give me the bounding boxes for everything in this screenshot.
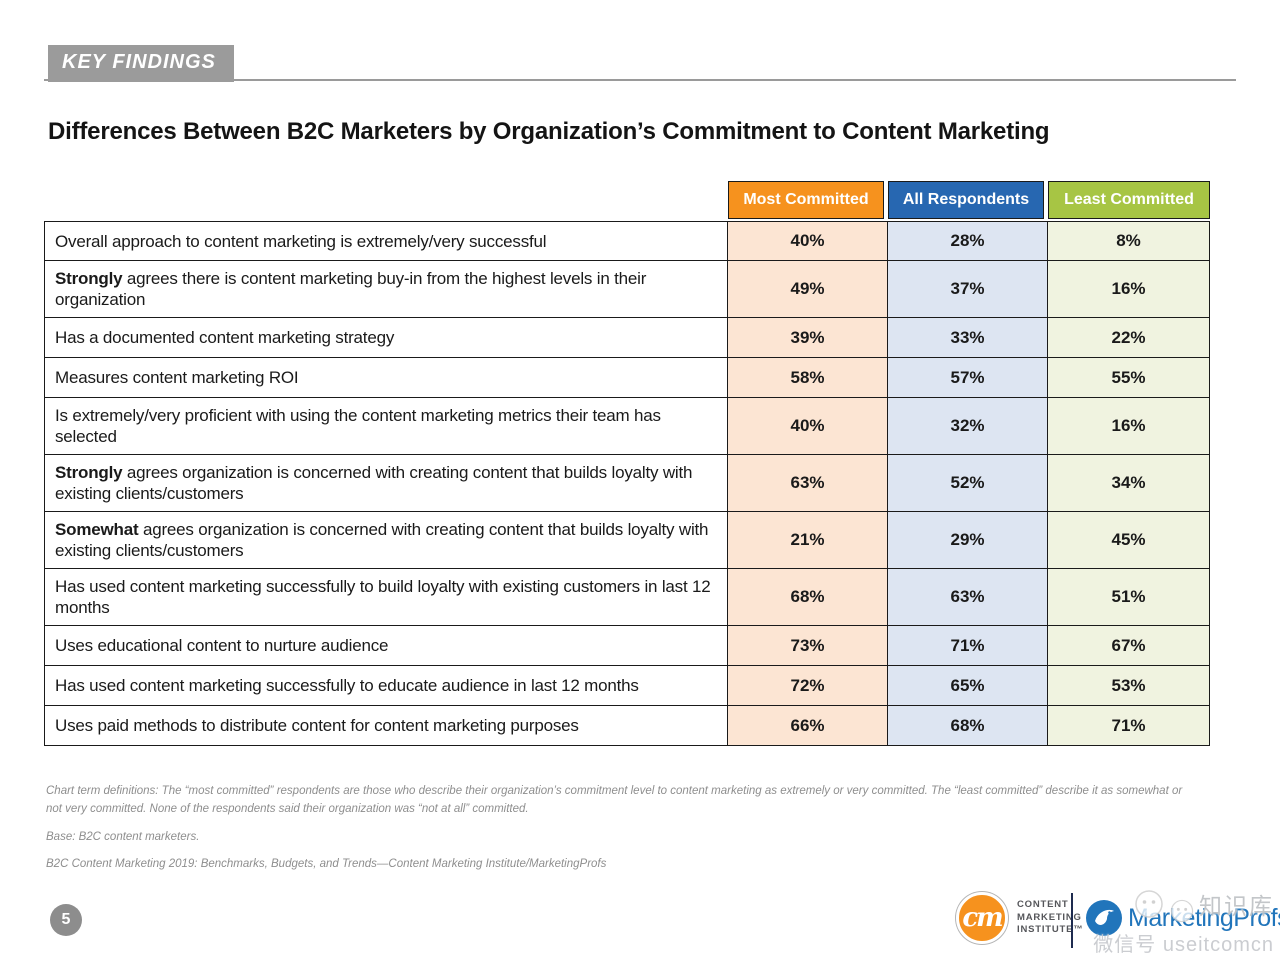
table-row: Uses educational content to nurture audi… <box>44 626 1210 666</box>
page-title: Differences Between B2C Marketers by Org… <box>48 118 1050 145</box>
value-most-committed: 40% <box>728 398 888 455</box>
row-label: Uses paid methods to distribute content … <box>44 706 728 746</box>
label-text: Measures content marketing ROI <box>55 368 299 387</box>
row-label: Measures content marketing ROI <box>44 358 728 398</box>
value-least-committed: 16% <box>1048 398 1210 455</box>
label-text: Uses paid methods to distribute content … <box>55 716 579 735</box>
column-header-all-respondents: All Respondents <box>888 181 1048 221</box>
row-label: Uses educational content to nurture audi… <box>44 626 728 666</box>
table-row: Somewhat agrees organization is concerne… <box>44 512 1210 569</box>
label-text: Is extremely/very proficient with using … <box>55 406 661 446</box>
table-row: Measures content marketing ROI 58% 57% 5… <box>44 358 1210 398</box>
value-most-committed: 73% <box>728 626 888 666</box>
value-least-committed: 53% <box>1048 666 1210 706</box>
value-all-respondents: 37% <box>888 261 1048 318</box>
marketingprofs-logo: MarketingProfs <box>1086 900 1280 936</box>
table-body: Overall approach to content marketing is… <box>44 221 1210 746</box>
row-label: Has a documented content marketing strat… <box>44 318 728 358</box>
cmi-monogram-icon: cm <box>956 892 1008 944</box>
row-label: Overall approach to content marketing is… <box>44 221 728 261</box>
value-least-committed: 8% <box>1048 221 1210 261</box>
value-all-respondents: 68% <box>888 706 1048 746</box>
value-most-committed: 66% <box>728 706 888 746</box>
cmi-logo-line3: INSTITUTE™ <box>1017 924 1084 936</box>
value-all-respondents: 52% <box>888 455 1048 512</box>
logo-divider <box>1071 893 1073 948</box>
label-bold-prefix: Strongly <box>55 463 123 482</box>
row-label: Strongly agrees organization is concerne… <box>44 455 728 512</box>
value-most-committed: 49% <box>728 261 888 318</box>
column-header-most-committed: Most Committed <box>728 181 888 221</box>
table-row: Has a documented content marketing strat… <box>44 318 1210 358</box>
label-text: Has a documented content marketing strat… <box>55 328 395 347</box>
header-divider <box>44 79 1236 81</box>
footnote-base: Base: B2C content marketers. <box>46 830 200 843</box>
value-all-respondents: 32% <box>888 398 1048 455</box>
cmi-logo-line1: CONTENT <box>1017 898 1069 910</box>
value-most-committed: 40% <box>728 221 888 261</box>
footnotes: Chart term definitions: The “most commit… <box>46 782 1191 874</box>
label-text: Overall approach to content marketing is… <box>55 231 547 251</box>
value-most-committed: 21% <box>728 512 888 569</box>
value-least-committed: 34% <box>1048 455 1210 512</box>
label-bold-prefix: Strongly <box>55 269 123 288</box>
label-text: agrees organization is concerned with cr… <box>55 520 709 560</box>
marketingprofs-wordmark: MarketingProfs <box>1128 903 1280 932</box>
table-row: Is extremely/very proficient with using … <box>44 398 1210 455</box>
table-row: Uses paid methods to distribute content … <box>44 706 1210 746</box>
data-table: Most Committed All Respondents Least Com… <box>44 181 1210 746</box>
header-spacer <box>44 181 728 221</box>
row-label: Somewhat agrees organization is concerne… <box>44 512 728 569</box>
label-bold-prefix: Somewhat <box>55 520 139 539</box>
value-least-committed: 71% <box>1048 706 1210 746</box>
value-least-committed: 67% <box>1048 626 1210 666</box>
value-most-committed: 72% <box>728 666 888 706</box>
value-least-committed: 22% <box>1048 318 1210 358</box>
value-all-respondents: 33% <box>888 318 1048 358</box>
value-all-respondents: 63% <box>888 569 1048 626</box>
row-label: Has used content marketing successfully … <box>44 666 728 706</box>
cmi-logo-line2: MARKETING <box>1017 911 1082 923</box>
bird-icon <box>1086 900 1122 936</box>
value-most-committed: 39% <box>728 318 888 358</box>
value-all-respondents: 57% <box>888 358 1048 398</box>
value-all-respondents: 71% <box>888 626 1048 666</box>
table-header-row: Most Committed All Respondents Least Com… <box>44 181 1210 221</box>
label-text: agrees organization is concerned with cr… <box>55 463 693 503</box>
value-least-committed: 16% <box>1048 261 1210 318</box>
value-least-committed: 55% <box>1048 358 1210 398</box>
key-findings-badge: KEY FINDINGS <box>48 45 234 82</box>
value-most-committed: 68% <box>728 569 888 626</box>
label-text: agrees there is content marketing buy-in… <box>55 269 647 309</box>
table-row: Strongly agrees there is content marketi… <box>44 261 1210 318</box>
value-least-committed: 45% <box>1048 512 1210 569</box>
label-text: Has used content marketing successfully … <box>55 676 639 695</box>
value-all-respondents: 29% <box>888 512 1048 569</box>
footnote-source: B2C Content Marketing 2019: Benchmarks, … <box>46 858 607 871</box>
table-row: Overall approach to content marketing is… <box>44 221 1210 261</box>
table-row: Has used content marketing successfully … <box>44 569 1210 626</box>
value-most-committed: 63% <box>728 455 888 512</box>
page-number-badge: 5 <box>50 904 82 936</box>
row-label: Has used content marketing successfully … <box>44 569 728 626</box>
table-row: Has used content marketing successfully … <box>44 666 1210 706</box>
row-label: Is extremely/very proficient with using … <box>44 398 728 455</box>
column-header-least-committed: Least Committed <box>1048 181 1210 221</box>
table-row: Strongly agrees organization is concerne… <box>44 455 1210 512</box>
footnote-definitions: Chart term definitions: The “most commit… <box>46 785 1183 816</box>
row-label: Strongly agrees there is content marketi… <box>44 261 728 318</box>
value-all-respondents: 65% <box>888 666 1048 706</box>
value-all-respondents: 28% <box>888 221 1048 261</box>
value-least-committed: 51% <box>1048 569 1210 626</box>
label-text: Has used content marketing successfully … <box>55 577 711 617</box>
value-most-committed: 58% <box>728 358 888 398</box>
label-text: Uses educational content to nurture audi… <box>55 636 389 655</box>
cmi-logo: cm CONTENT MARKETING INSTITUTE™ <box>956 892 1084 944</box>
